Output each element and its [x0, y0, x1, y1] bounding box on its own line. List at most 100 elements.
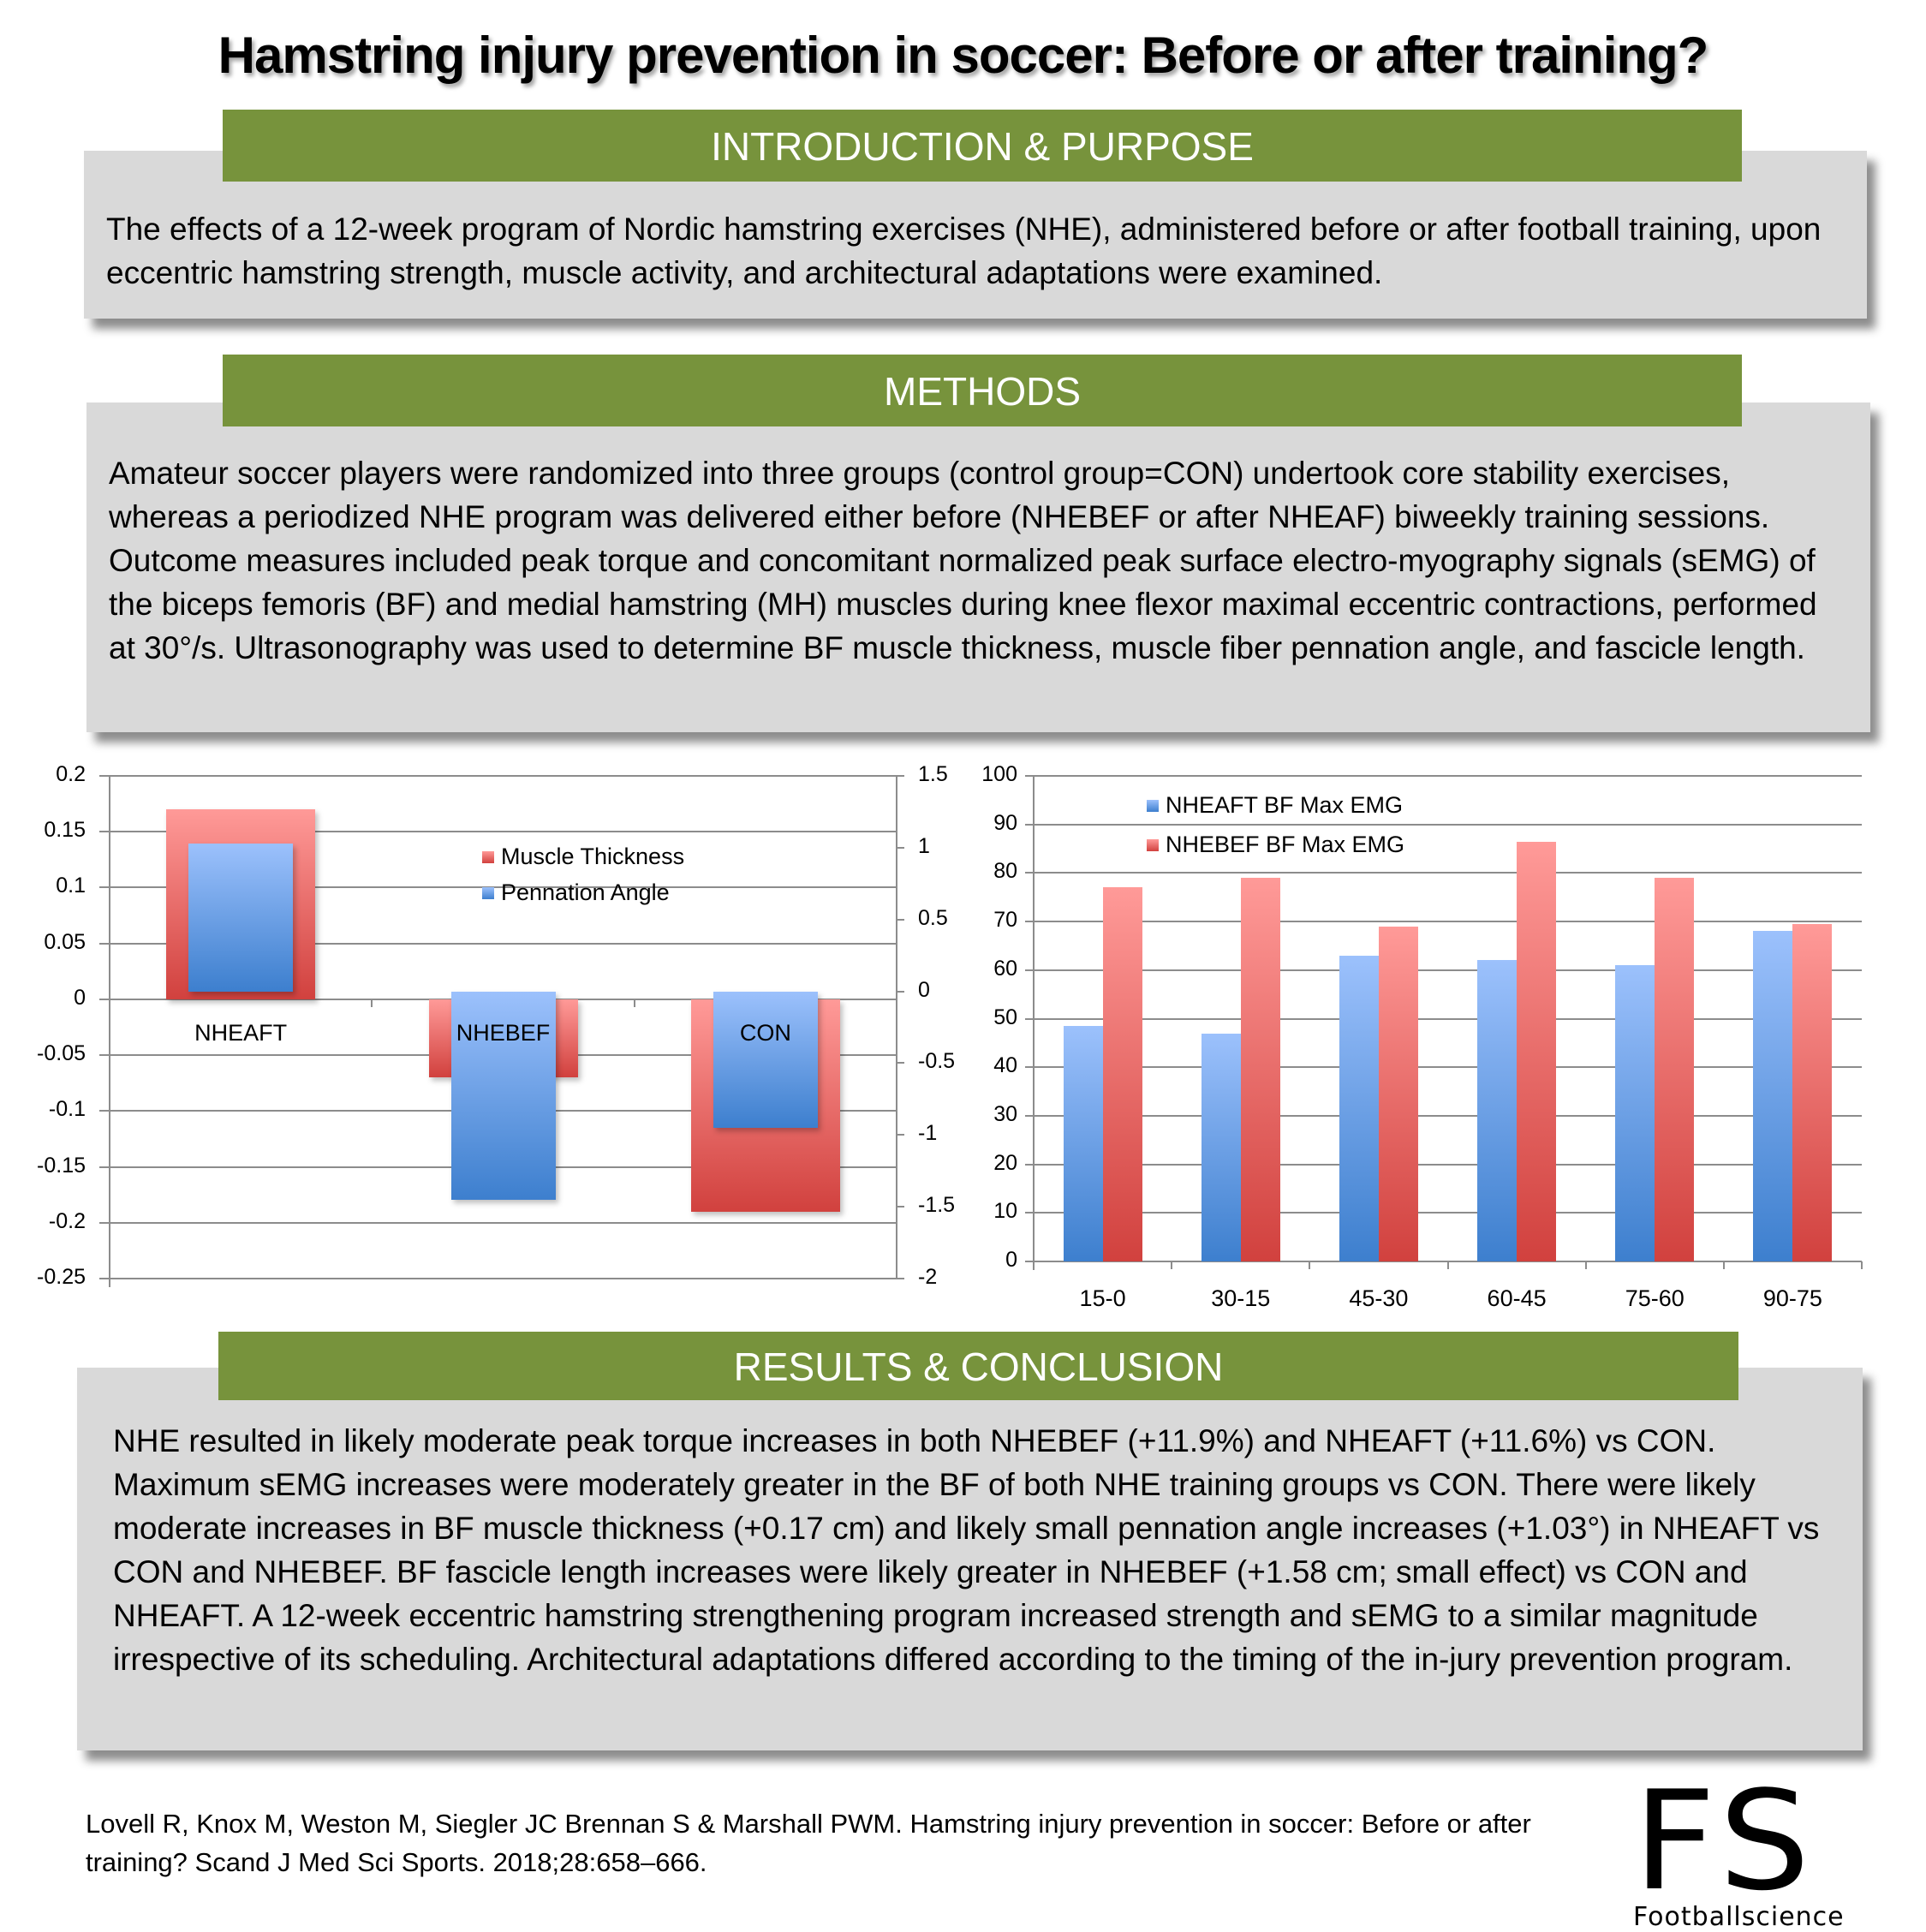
emg-chart: 100 90 80 70 60 50 40 30 20 10 0 15-0 30-15 45-30 60-4…: [981, 762, 1863, 1311]
bar-pennation-angle: [450, 991, 556, 1200]
legend-label: NHEBEF BF Max EMG: [1166, 832, 1405, 857]
y-axis-tick: 90: [993, 810, 1017, 835]
bar-pennation-angle: [188, 843, 294, 992]
gridline: [99, 1221, 897, 1224]
legend-swatch-icon: [1147, 838, 1159, 851]
category-label: 75-60: [1625, 1285, 1685, 1311]
right-axis-tick: -1: [918, 1121, 938, 1146]
bar-nheaft-emg: [1063, 1026, 1103, 1261]
y-axis-tick: 40: [993, 1053, 1017, 1078]
right-tick-mark: [897, 1062, 904, 1064]
category-label: 30-15: [1211, 1285, 1271, 1311]
intro-heading: INTRODUCTION & PURPOSE: [223, 110, 1742, 182]
logo-mark: FS: [1633, 1761, 1816, 1921]
left-axis-tick: -0.05: [37, 1041, 86, 1066]
footballscience-logo: FS Footballscience: [1633, 1773, 1873, 1932]
bar-pennation-angle: [713, 991, 818, 1128]
right-tick-mark: [897, 846, 904, 849]
left-axis-tick: -0.25: [37, 1265, 86, 1289]
results-body: NHE resulted in likely moderate peak tor…: [113, 1423, 1820, 1677]
y-axis-tick: 20: [993, 1150, 1017, 1175]
gridline: [1025, 1066, 1862, 1069]
legend-item: NHEBEF BF Max EMG: [1147, 832, 1404, 858]
methods-body: Amateur soccer players were randomized i…: [109, 456, 1817, 665]
y-axis-tick: 100: [981, 762, 1017, 786]
left-axis-tick: 0.05: [44, 929, 86, 954]
bar-nhebef-emg: [1517, 841, 1557, 1261]
y-axis-tick: 30: [993, 1101, 1017, 1126]
right-tick-mark: [897, 990, 904, 993]
y-axis-tick: 10: [993, 1199, 1017, 1224]
gridline: [1025, 1114, 1862, 1117]
legend-label: NHEAFT BF Max EMG: [1166, 792, 1404, 818]
category-tick: [1861, 1261, 1863, 1269]
methods-heading: METHODS: [223, 355, 1742, 426]
right-axis-line: [896, 776, 897, 1279]
left-axis-tick: 0.2: [56, 762, 86, 786]
gridline: [1025, 969, 1862, 971]
left-axis-tick: 0.1: [56, 874, 86, 898]
left-axis-tick: 0: [74, 985, 86, 1010]
right-axis-tick: 0.5: [918, 905, 948, 930]
intro-body: The effects of a 12-week program of Nord…: [106, 212, 1822, 290]
right-tick-mark: [897, 1206, 904, 1208]
legend-label: Muscle Thickness: [501, 844, 685, 869]
left-axis-line: [109, 776, 110, 1287]
y-axis-tick: 80: [993, 859, 1017, 884]
poster-title: Hamstring injury prevention in soccer: B…: [218, 27, 1709, 84]
results-heading: RESULTS & CONCLUSION: [218, 1332, 1738, 1400]
category-tick: [1446, 1261, 1449, 1269]
gridline: [99, 831, 897, 833]
legend-item: Pennation Angle: [482, 880, 670, 906]
legend-swatch-icon: [482, 886, 494, 899]
category-label: 15-0: [1079, 1285, 1126, 1311]
bar-nheaft-emg: [1615, 965, 1655, 1261]
bar-nhebef-emg: [1102, 887, 1142, 1261]
left-axis-tick: 0.15: [44, 818, 86, 843]
right-tick-mark: [897, 918, 904, 921]
results-panel: NHE resulted in likely moderate peak tor…: [77, 1368, 1863, 1750]
category-label: 60-45: [1487, 1285, 1547, 1311]
gridline: [99, 775, 897, 777]
right-axis-tick: 0: [918, 977, 930, 1002]
right-tick-mark: [897, 1278, 904, 1279]
gridline: [1025, 775, 1862, 777]
right-axis-tick: -0.5: [918, 1049, 956, 1074]
gridline: [99, 886, 897, 889]
left-axis-tick: -0.2: [48, 1208, 86, 1233]
bar-nheaft-emg: [1477, 960, 1518, 1261]
left-axis-tick: -0.1: [48, 1097, 86, 1122]
gridline: [1025, 1017, 1862, 1020]
bar-nheaft-emg: [1339, 955, 1379, 1261]
right-axis-tick: 1: [918, 833, 930, 858]
y-axis-tick: 60: [993, 956, 1017, 981]
right-axis-tick: 1.5: [918, 762, 948, 786]
gridline: [1025, 1163, 1862, 1166]
category-label: 45-30: [1349, 1285, 1409, 1311]
left-axis-tick: -0.15: [37, 1153, 86, 1178]
category-label: CON: [739, 1019, 791, 1046]
y-axis-tick: 50: [993, 1005, 1017, 1029]
gridline: [1025, 823, 1862, 826]
right-tick-mark: [897, 1134, 904, 1136]
category-label: NHEAFT: [194, 1019, 288, 1046]
gridline: [99, 1278, 897, 1279]
legend-label: Pennation Angle: [501, 880, 670, 905]
legend-item: Muscle Thickness: [482, 844, 684, 870]
category-tick: [1171, 1261, 1173, 1269]
right-axis-tick: -1.5: [918, 1193, 956, 1218]
y-axis-tick: 0: [1005, 1248, 1017, 1272]
category-tick: [1722, 1261, 1725, 1269]
category-tick: [633, 999, 635, 1007]
category-label: NHEBEF: [456, 1019, 551, 1046]
right-axis-tick: -2: [918, 1265, 938, 1289]
methods-panel: Amateur soccer players were randomized i…: [86, 402, 1870, 732]
bar-nhebef-emg: [1792, 923, 1833, 1261]
gridline: [1025, 872, 1862, 874]
legend-swatch-icon: [1147, 799, 1159, 812]
gridline: [1025, 921, 1862, 923]
architecture-chart: 0.2 0.15 0.1 0.05 0 -0.05 -0.1 -0.15 -0.2 -0.25 1.…: [0, 0, 955, 1336]
category-tick: [1584, 1261, 1587, 1269]
right-tick-mark: [897, 775, 904, 777]
bar-nhebef-emg: [1655, 878, 1695, 1261]
